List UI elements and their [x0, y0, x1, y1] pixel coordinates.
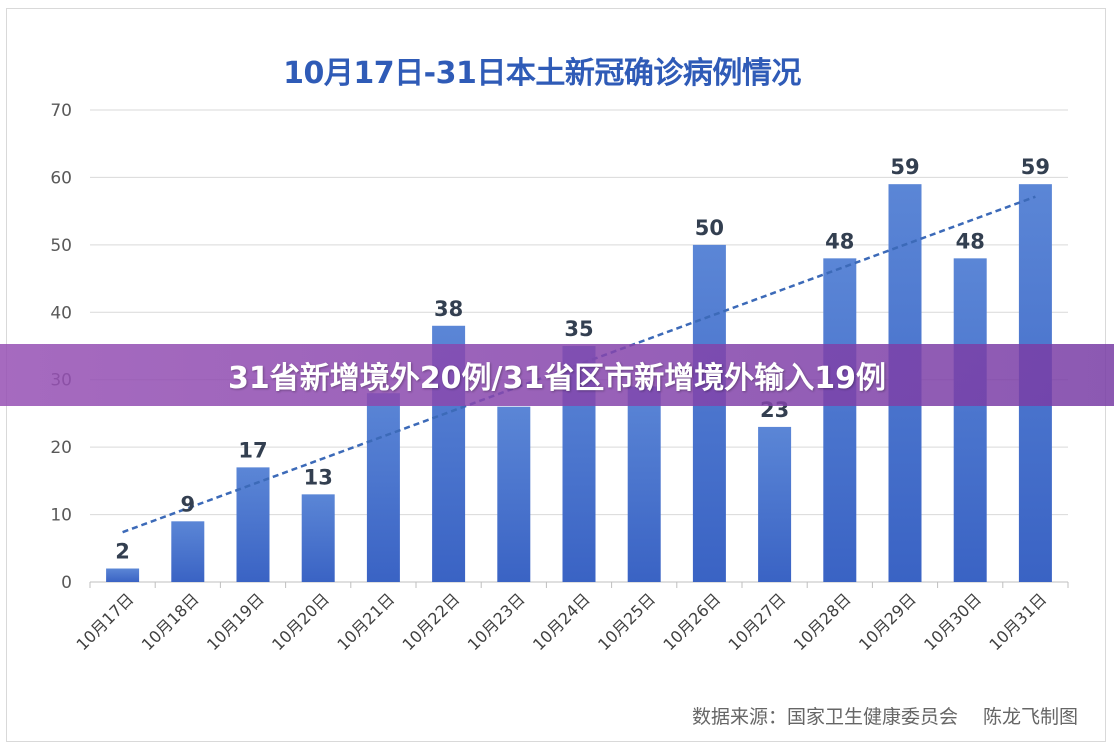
x-tick-label: 10月29日 [855, 589, 920, 654]
bar [497, 406, 531, 582]
x-tick-label: 10月30日 [920, 589, 985, 654]
y-tick-label: 10 [50, 506, 72, 526]
x-tick-label: 10月22日 [399, 589, 464, 654]
x-tick-label: 10月27日 [725, 589, 790, 654]
data-label: 35 [564, 317, 593, 341]
x-tick-label: 10月26日 [659, 589, 724, 654]
bar [366, 393, 400, 582]
x-tick-label: 10月24日 [529, 589, 594, 654]
data-label: 48 [825, 229, 854, 253]
headline-banner: 31省新增境外20例/31省区市新增境外输入19例 [0, 344, 1114, 406]
data-label: 59 [890, 155, 919, 179]
chart-title: 10月17日-31日本土新冠确诊病例情况 [283, 56, 801, 91]
y-tick-label: 70 [50, 101, 72, 121]
bar [758, 426, 792, 582]
x-tick-label: 10月25日 [594, 589, 659, 654]
x-tick-label: 10月31日 [985, 589, 1050, 654]
source-credit: 数据来源：国家卫生健康委员会 陈龙飞制图 [691, 706, 1078, 728]
y-tick-label: 40 [50, 303, 72, 323]
y-tick-label: 50 [50, 236, 72, 256]
x-tick-label: 10月23日 [464, 589, 529, 654]
x-tick-label: 10月28日 [790, 589, 855, 654]
data-label: 9 [180, 492, 195, 516]
y-tick-label: 60 [50, 168, 72, 188]
bar [171, 521, 205, 582]
bar [692, 244, 726, 582]
x-tick-label: 10月19日 [203, 589, 268, 654]
x-tick-label: 10月21日 [333, 589, 398, 654]
data-label: 13 [304, 465, 333, 489]
trend-layer [122, 195, 1036, 534]
bar [953, 258, 987, 582]
trendline [122, 195, 1036, 534]
headline-text: 31省新增境外20例/31省区市新增境外输入19例 [228, 361, 886, 396]
y-tick-label: 0 [61, 573, 72, 593]
data-label: 38 [434, 297, 463, 321]
data-label: 50 [695, 216, 724, 240]
bar [301, 494, 335, 582]
x-tick-label: 10月20日 [268, 589, 333, 654]
data-label: 2 [115, 540, 130, 564]
y-tick-label: 20 [50, 438, 72, 458]
x-tick-label: 10月17日 [73, 589, 138, 654]
bar [106, 568, 140, 582]
bar [627, 386, 661, 582]
data-label: 59 [1021, 155, 1050, 179]
bar [823, 258, 857, 582]
data-label: 48 [956, 229, 985, 253]
x-tick-label: 10月18日 [138, 589, 203, 654]
bar [236, 467, 270, 582]
data-label: 17 [238, 438, 267, 462]
